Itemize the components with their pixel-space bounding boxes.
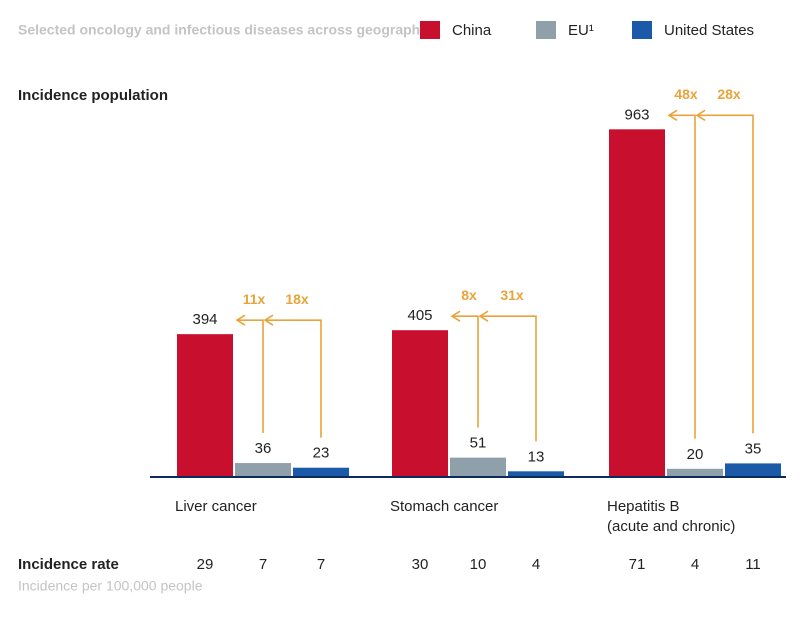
value-label: 13 — [528, 448, 545, 465]
rate-value: 4 — [532, 556, 540, 573]
arrow-head — [667, 109, 678, 121]
multiplier-label: 8x — [461, 287, 477, 303]
value-label: 51 — [470, 435, 487, 452]
rate-value: 4 — [691, 556, 699, 573]
legend-swatch — [632, 21, 652, 39]
value-label: 405 — [407, 307, 432, 324]
chart-title: Selected oncology and infectious disease… — [18, 22, 440, 38]
category-label: Hepatitis B (acute and chronic) — [607, 498, 736, 535]
arrow-head — [450, 310, 461, 322]
rate-label: Incidence rate — [18, 556, 119, 573]
rate-value: 71 — [629, 556, 646, 573]
multiplier-label: 31x — [500, 287, 524, 303]
rate-value: 30 — [412, 556, 429, 573]
multiplier-label: 48x — [674, 86, 698, 102]
bar — [609, 129, 665, 476]
multiplier-label: 28x — [717, 86, 741, 102]
value-label: 963 — [624, 106, 649, 123]
legend-swatch — [536, 21, 556, 39]
arrow-head — [695, 109, 706, 121]
arrow-head — [478, 310, 489, 322]
bar — [293, 467, 349, 476]
bar — [725, 463, 781, 476]
rate-value: 10 — [470, 556, 487, 573]
value-label: 36 — [255, 440, 272, 457]
bar — [392, 330, 448, 476]
multiplier-label: 11x — [243, 291, 266, 307]
multiplier-label: 18x — [285, 291, 309, 307]
rate-value: 7 — [317, 556, 325, 573]
value-label: 394 — [192, 311, 217, 328]
rate-sublabel: Incidence per 100,000 people — [18, 578, 203, 594]
bar — [235, 463, 291, 476]
multiplier-arrow — [697, 114, 754, 434]
value-label: 23 — [313, 445, 330, 462]
y-label: Incidence population — [18, 87, 168, 104]
value-label: 35 — [745, 440, 762, 457]
bar — [450, 457, 506, 476]
category-label: Stomach cancer — [390, 498, 499, 515]
legend-swatch — [420, 21, 440, 39]
rate-value: 11 — [745, 556, 761, 573]
multiplier-arrow — [669, 114, 696, 439]
arrow-head — [235, 314, 246, 326]
legend-label: United States — [664, 22, 754, 39]
multiplier-arrow — [452, 315, 479, 428]
bar — [667, 468, 723, 476]
legend-label: EU¹ — [568, 22, 594, 39]
multiplier-arrow — [480, 315, 537, 442]
rate-value: 7 — [259, 556, 267, 573]
multiplier-arrow — [265, 319, 322, 438]
bar — [177, 334, 233, 476]
multiplier-arrow — [237, 319, 264, 434]
category-label: Liver cancer — [175, 498, 257, 515]
value-label: 20 — [687, 446, 704, 463]
rate-value: 29 — [197, 556, 214, 573]
bar — [508, 471, 564, 476]
arrow-head — [263, 314, 274, 326]
legend-label: China — [452, 22, 492, 39]
